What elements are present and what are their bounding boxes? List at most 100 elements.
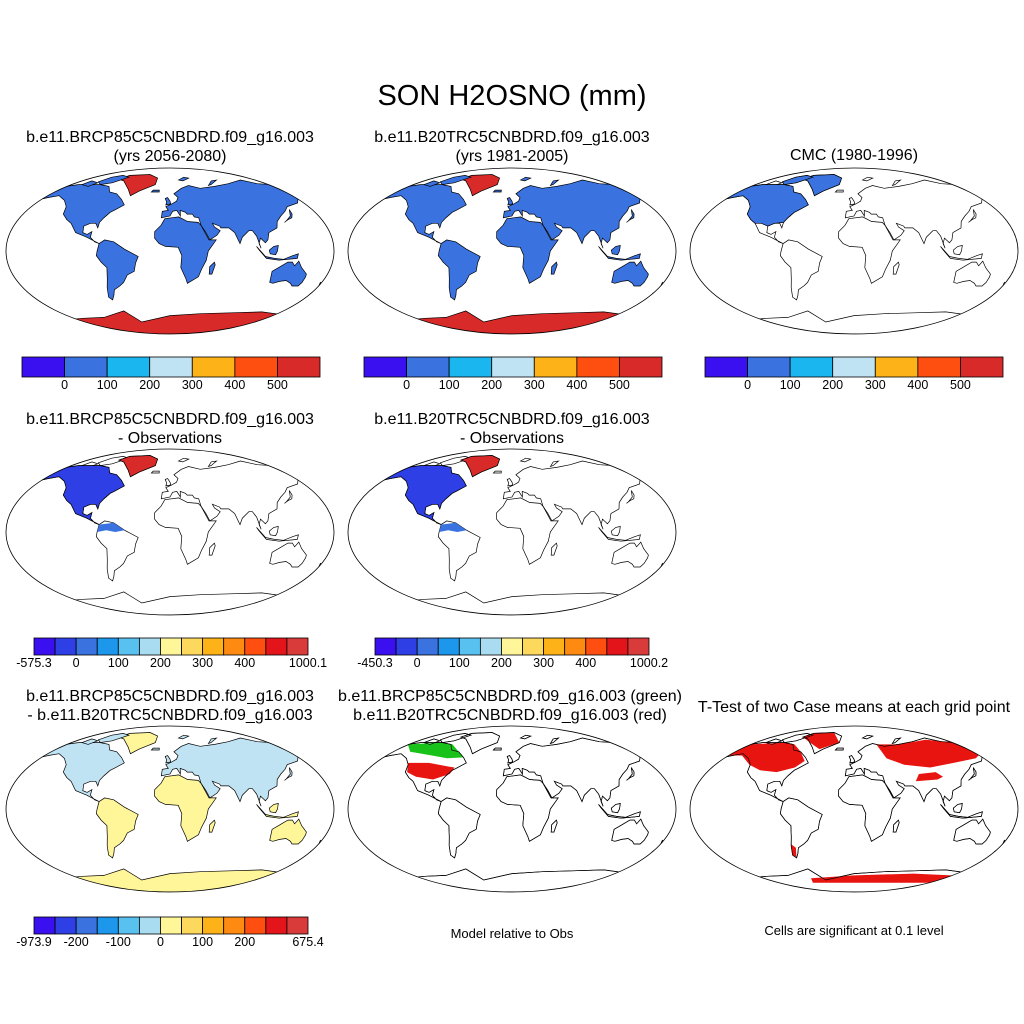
map-border bbox=[689, 725, 1019, 893]
landmass-australia bbox=[953, 260, 991, 287]
landmass-novaya bbox=[891, 179, 902, 187]
map-p9 bbox=[689, 725, 1019, 893]
map-p8 bbox=[347, 725, 677, 893]
colorbar-box-5 bbox=[917, 356, 961, 378]
landmass-australia bbox=[611, 541, 649, 568]
colorbar-box-1 bbox=[406, 356, 450, 378]
landmass-borneo bbox=[268, 245, 279, 256]
landmass-samerica bbox=[779, 797, 823, 859]
colorbar-tick-label: 500 bbox=[266, 378, 288, 392]
landmass-australia bbox=[611, 260, 649, 287]
colorbar-tick-label: 0 bbox=[156, 935, 164, 949]
map-p3 bbox=[689, 167, 1019, 335]
landmass-britain bbox=[506, 197, 514, 206]
ttest-region-1 bbox=[876, 739, 985, 768]
colorbar-tick-label: 675.4 bbox=[292, 935, 324, 949]
colorbar-tick-label: 500 bbox=[608, 378, 630, 392]
landmass-arctic_is1 bbox=[97, 175, 131, 185]
obs-snow-greenland bbox=[801, 174, 843, 197]
map-body bbox=[718, 732, 1009, 892]
colorbar-tick-label: 400 bbox=[224, 378, 246, 392]
colorbar-box-2 bbox=[416, 637, 439, 656]
ttest-region-5 bbox=[803, 732, 840, 750]
landmass-borneo bbox=[610, 803, 621, 814]
map-body bbox=[718, 174, 1009, 334]
landmass-madagascar bbox=[208, 819, 216, 833]
colorbar-box-4 bbox=[874, 356, 919, 378]
landmass-svalbard bbox=[177, 734, 190, 740]
landmass-arctic_is1 bbox=[97, 733, 131, 743]
landmass-novaya bbox=[207, 179, 218, 187]
landmass-africa bbox=[496, 216, 559, 284]
landmass-greenland bbox=[117, 174, 159, 197]
colorbar-box-0 bbox=[374, 637, 397, 656]
colorbar-tick-label: 100 bbox=[107, 656, 129, 670]
colorbar-tick-label: 100 bbox=[96, 378, 118, 392]
landmass-svalbard bbox=[519, 176, 532, 182]
map-border bbox=[5, 167, 335, 335]
colorbar-box-6 bbox=[160, 916, 182, 935]
colorbar-box-8 bbox=[202, 916, 225, 935]
colorbar-box-10 bbox=[244, 916, 267, 935]
colorbar-tick-label: 1000.2 bbox=[629, 656, 669, 670]
landmass-africa bbox=[838, 216, 901, 284]
colorbar-labels-p2: 0 100 200 300 400 500 bbox=[0, 378, 700, 394]
map-body bbox=[34, 174, 325, 334]
colorbar-box-1 bbox=[747, 356, 791, 378]
landmass-borneo bbox=[952, 803, 963, 814]
colorbar-tick-label: 100 bbox=[438, 378, 460, 392]
colorbar-box-3 bbox=[491, 356, 535, 378]
landmass-japan bbox=[284, 767, 293, 781]
colorbar-box-0 bbox=[33, 916, 56, 935]
landmass-eurasia bbox=[160, 179, 305, 249]
panel-title-p2: b.e11.B20TRC5CNBDRD.f09_g16.003 (yrs 1981… bbox=[374, 129, 650, 165]
colorbar-box-6 bbox=[160, 637, 182, 656]
map-border bbox=[347, 725, 677, 893]
landmass-antarctica bbox=[719, 310, 987, 334]
landmass-samerica bbox=[779, 239, 823, 301]
diff-nsamerica bbox=[97, 522, 125, 532]
landmass-japan bbox=[968, 209, 977, 223]
colorbar-box-6 bbox=[960, 356, 1004, 378]
map-body bbox=[376, 455, 667, 615]
landmass-samerica bbox=[437, 797, 481, 859]
colorbar-box-12 bbox=[286, 637, 309, 656]
map-border bbox=[347, 448, 677, 616]
landmass-arctic_is2 bbox=[80, 738, 99, 745]
colorbar-box-0 bbox=[704, 356, 748, 378]
landmass-samerica bbox=[95, 239, 139, 301]
colorbar-tick-label: -200 bbox=[63, 935, 89, 949]
colorbar-box-1 bbox=[395, 637, 418, 656]
landmass-namerica bbox=[34, 742, 125, 802]
colorbar-box-4 bbox=[533, 356, 578, 378]
landmass-novaya bbox=[549, 460, 560, 468]
colorbar-tick-label: 100 bbox=[448, 656, 470, 670]
colorbar-labels-p5: -450.3 0 100 200 300 400 1000.2 bbox=[0, 656, 700, 672]
colorbar-box-7 bbox=[181, 637, 204, 656]
colorbar-labels-p3: 0 100 200 300 400 500 bbox=[0, 378, 1024, 394]
landmass-africa bbox=[496, 497, 559, 565]
colorbar-tick-label: 300 bbox=[192, 656, 214, 670]
landmass-madagascar bbox=[550, 261, 558, 275]
colorbar-tick-label: 200 bbox=[139, 378, 161, 392]
colorbar-tick-label: 400 bbox=[234, 656, 256, 670]
map-body bbox=[376, 174, 667, 334]
map-body bbox=[34, 732, 325, 892]
colorbar-box-3 bbox=[832, 356, 876, 378]
colorbar-tick-label: 300 bbox=[864, 378, 886, 392]
landmass-australia bbox=[269, 541, 307, 568]
obs-snow-namerica bbox=[719, 184, 809, 227]
colorbar-labels-p1: 0 100 200 300 400 500 bbox=[0, 378, 340, 394]
colorbar-box-11 bbox=[606, 637, 629, 656]
landmass-iceland bbox=[150, 470, 160, 474]
landmass-iceland bbox=[150, 189, 160, 193]
colorbar-p1 bbox=[21, 356, 321, 378]
landmass-japan bbox=[626, 767, 635, 781]
colorbar-box-2 bbox=[448, 356, 493, 378]
landmass-iceland bbox=[492, 470, 502, 474]
colorbar-box-1 bbox=[64, 356, 108, 378]
landmass-britain bbox=[164, 478, 172, 487]
landmass-britain bbox=[506, 478, 514, 487]
colorbar-labels-p4: -575.3 0 100 200 300 400 1000.1 bbox=[0, 656, 340, 672]
map-border bbox=[5, 448, 335, 616]
